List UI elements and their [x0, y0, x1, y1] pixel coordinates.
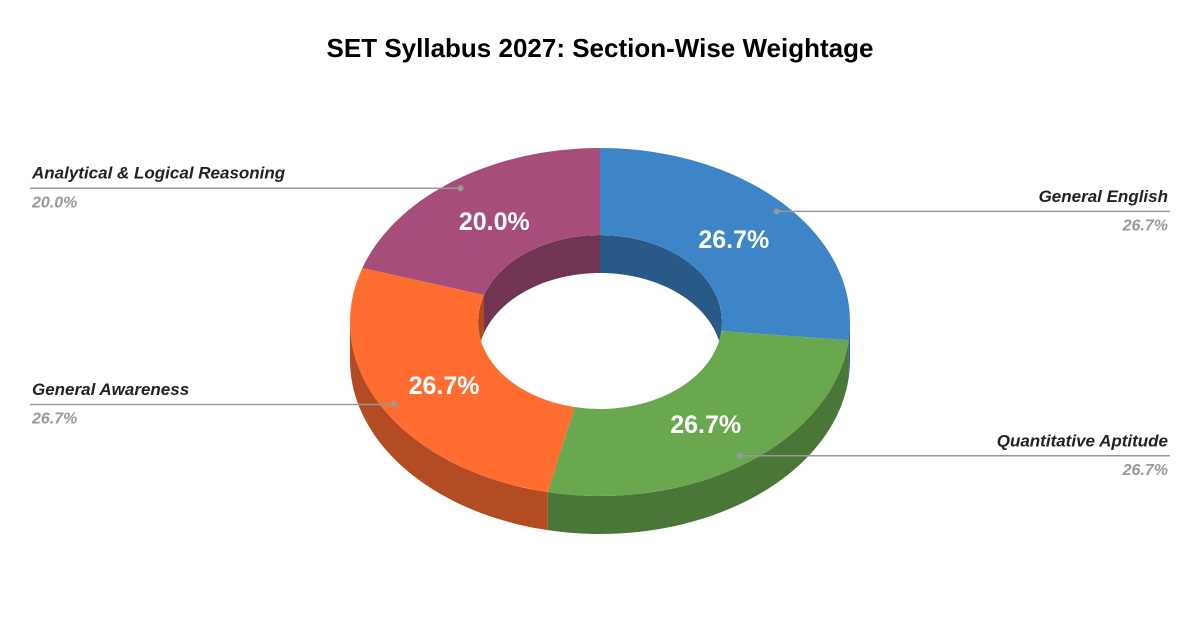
callout-value: 20.0% [31, 194, 77, 211]
slice-label: 26.7% [670, 411, 741, 439]
callout-name: Quantitative Aptitude [997, 431, 1168, 450]
slice-inner-side [484, 235, 600, 334]
slices [350, 148, 850, 496]
walls [350, 322, 850, 534]
slice-side [547, 340, 849, 534]
slice [362, 148, 600, 296]
slice-label: 26.7% [409, 372, 480, 400]
callout-value: 26.7% [1122, 218, 1168, 235]
slice [600, 148, 850, 341]
callout-name: Analytical & Logical Reasoning [31, 164, 286, 183]
slice-side [848, 322, 850, 379]
callout-name: General English [1039, 187, 1168, 206]
slice-label: 20.0% [459, 208, 530, 236]
labels: 26.7% General English 26.7% 26.7% Quantitati… [30, 164, 1170, 479]
slice [547, 331, 849, 496]
callout-name: General Awareness [32, 380, 189, 399]
slice-inner-side [600, 235, 722, 370]
slice [350, 268, 575, 493]
slice-side [350, 322, 548, 531]
chart-title: SET Syllabus 2027: Section-Wise Weightag… [327, 33, 874, 63]
slice-label: 26.7% [698, 226, 769, 254]
callout-value: 26.7% [1122, 462, 1168, 479]
callout-value: 26.7% [31, 411, 77, 428]
